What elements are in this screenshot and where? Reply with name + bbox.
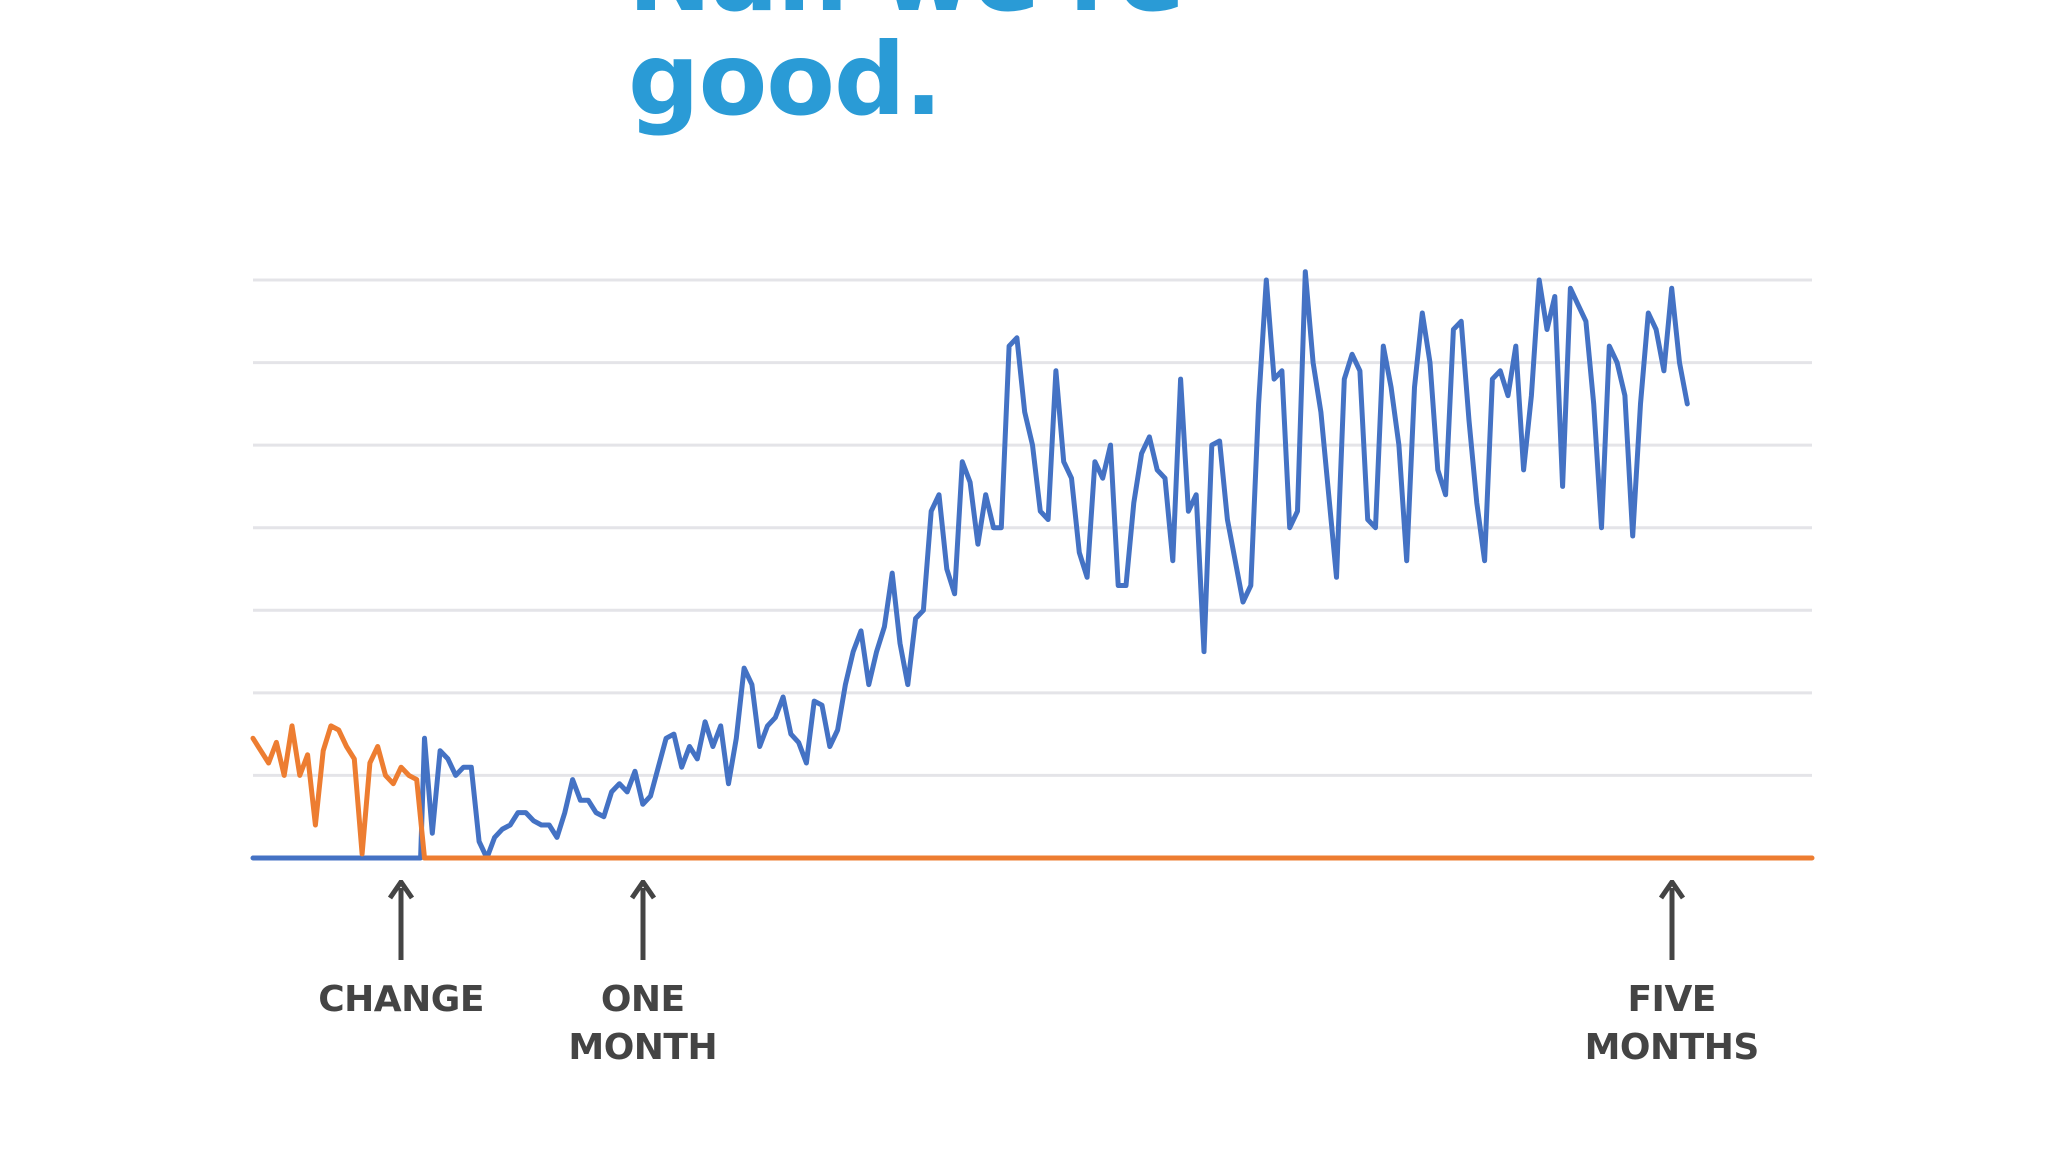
up-arrow-icon: [388, 880, 415, 960]
annotation-3: FIVE MONTHS: [1542, 880, 1802, 1072]
slide-title: Nah we're good.: [628, 0, 1185, 138]
annotation-label: CHANGE: [318, 979, 484, 1020]
title-line-1: Nah we're: [628, 0, 1185, 28]
up-arrow-icon: [629, 880, 656, 960]
series-layer: [250, 269, 1815, 861]
annotation-label: ONE MONTH: [568, 979, 718, 1068]
annotation-2: ONE MONTH: [513, 880, 773, 1072]
up-arrow-icon: [1658, 880, 1685, 960]
title-line-2: good.: [628, 21, 943, 138]
gridlines: [253, 278, 1812, 860]
series-line-2: [250, 723, 1815, 861]
annotation-label: FIVE MONTHS: [1584, 979, 1760, 1068]
annotation-1: CHANGE: [271, 880, 531, 1024]
series-line-1: [250, 269, 1690, 861]
